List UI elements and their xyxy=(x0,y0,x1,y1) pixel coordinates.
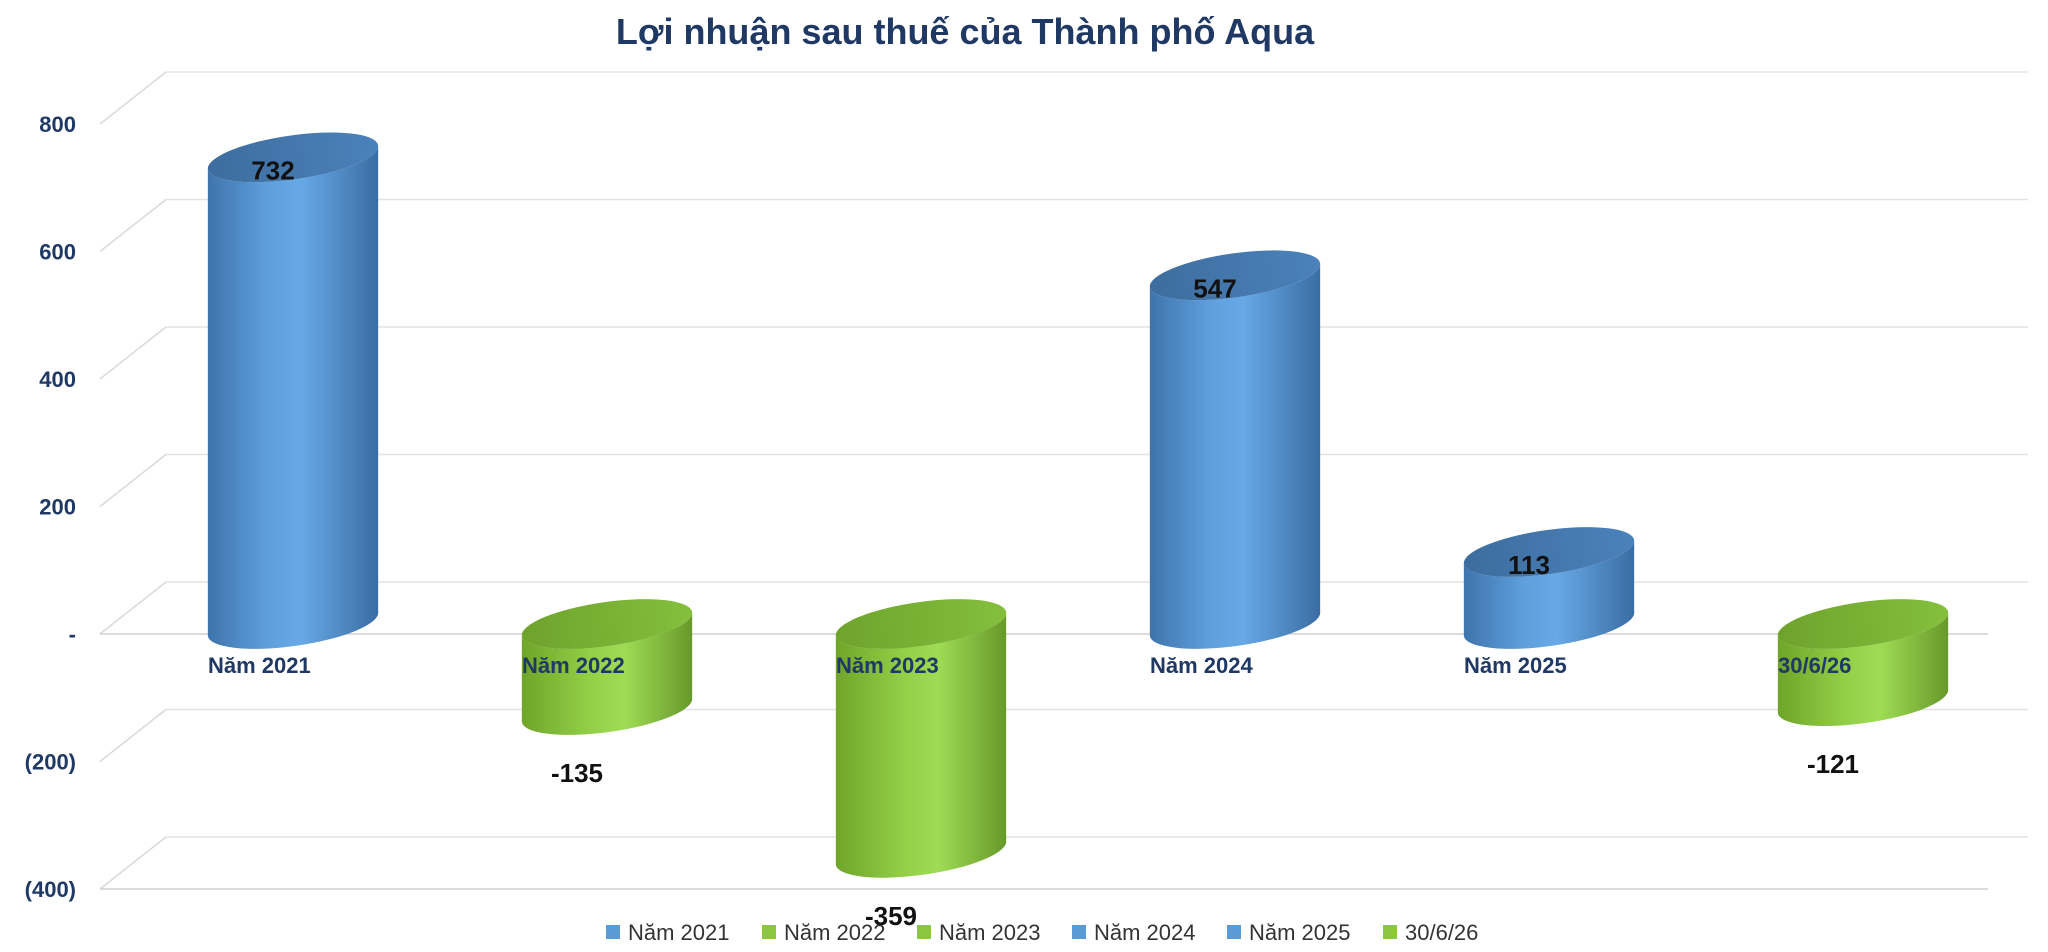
legend-label: Năm 2024 xyxy=(1094,920,1196,945)
y-tick-label: (200) xyxy=(25,750,76,775)
data-label: 547 xyxy=(1193,273,1236,303)
legend-swatch xyxy=(606,925,620,939)
bar xyxy=(1777,599,1949,726)
legend-swatch xyxy=(1072,925,1086,939)
legend-swatch xyxy=(917,925,931,939)
y-tick-label: 600 xyxy=(39,240,76,265)
legend-label: 30/6/26 xyxy=(1405,920,1478,945)
legend-label: Năm 2022 xyxy=(784,920,886,945)
y-axis: 800 600 400 200 - (200) (400) xyxy=(25,112,76,902)
x-category-label: Năm 2023 xyxy=(836,653,939,678)
legend-swatch xyxy=(762,925,776,939)
data-label: 732 xyxy=(251,155,294,185)
legend-entry: 30/6/26 xyxy=(1383,920,1478,945)
gridline xyxy=(99,198,2028,253)
x-category-label: Năm 2021 xyxy=(208,653,311,678)
legend: Năm 2021 Năm 2022 Năm 2023 Năm 2024 Năm 2025… xyxy=(606,920,1478,945)
gridline xyxy=(99,708,2028,763)
chart-title: Lợi nhuận sau thuế của Thành phố Aqua xyxy=(616,11,1315,52)
gridline xyxy=(99,581,2028,635)
data-label: -359 xyxy=(865,901,917,931)
legend-label: Năm 2023 xyxy=(939,920,1041,945)
bar xyxy=(207,132,379,649)
gridline xyxy=(99,836,2028,890)
bar xyxy=(1149,250,1321,649)
y-tick-label: 800 xyxy=(39,112,76,137)
gridline xyxy=(99,453,2028,508)
legend-swatch xyxy=(1227,925,1241,939)
legend-swatch xyxy=(1383,925,1397,939)
data-label: -121 xyxy=(1807,749,1859,779)
legend-entry: Năm 2024 xyxy=(1072,920,1196,945)
data-labels: 732 -135 -359 547 113 -121 xyxy=(251,155,1859,931)
legend-label: Năm 2021 xyxy=(628,920,730,945)
legend-label: Năm 2025 xyxy=(1249,920,1351,945)
grid xyxy=(99,71,2028,890)
y-tick-label: 200 xyxy=(39,495,76,520)
bar xyxy=(1463,527,1635,649)
x-category-label: 30/6/26 xyxy=(1778,653,1851,678)
x-axis: Năm 2021 Năm 2022 Năm 2023 Năm 2024 Năm 2025… xyxy=(208,653,1851,678)
data-label: -135 xyxy=(551,758,603,788)
gridline xyxy=(99,71,2028,125)
bars xyxy=(207,132,1949,878)
x-category-label: Năm 2024 xyxy=(1150,653,1254,678)
y-tick-label: (400) xyxy=(25,877,76,902)
data-label: 113 xyxy=(1508,550,1550,580)
y-tick-label: 400 xyxy=(39,367,76,392)
x-category-label: Năm 2025 xyxy=(1464,653,1567,678)
y-tick-label: - xyxy=(69,622,76,647)
legend-entry: Năm 2021 xyxy=(606,920,730,945)
x-category-label: Năm 2022 xyxy=(522,653,625,678)
legend-entry: Năm 2023 xyxy=(917,920,1041,945)
gridline xyxy=(99,326,2028,380)
bar xyxy=(835,599,1007,878)
legend-entry: Năm 2022 xyxy=(762,920,886,945)
bar xyxy=(521,599,693,735)
legend-entry: Năm 2025 xyxy=(1227,920,1351,945)
